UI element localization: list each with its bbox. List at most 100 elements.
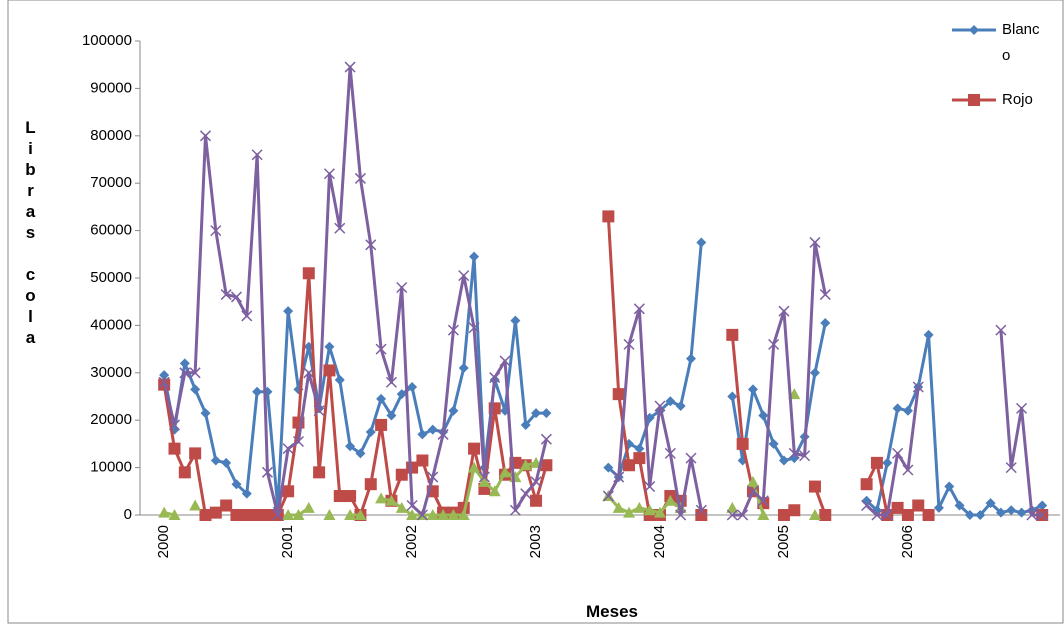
point-marker [727,391,738,402]
point-marker [179,367,191,379]
point-marker [457,501,470,514]
y-tick-label: 80000 [90,127,132,144]
point-marker [923,329,934,340]
point-marker [964,510,975,520]
point-marker [282,485,295,498]
point-marker [457,509,470,520]
point-marker [747,384,758,395]
point-marker [230,509,243,521]
point-marker [241,310,253,322]
point-marker [489,372,501,384]
point-marker [365,427,376,438]
point-marker [726,328,739,341]
point-marker [819,289,831,301]
point-marker [530,494,543,507]
point-marker [912,381,924,393]
y-tick-label: 50000 [90,269,132,286]
point-marker [809,236,821,248]
point-marker [220,289,232,301]
legend-marker [969,25,979,35]
point-marker [458,363,469,374]
y-tick-label: 30000 [90,364,132,381]
point-marker [272,509,284,521]
point-marker [323,509,336,520]
point-marker [190,384,201,395]
point-marker [447,324,459,336]
point-marker [354,172,366,184]
x-tick-label: 2005 [775,525,792,558]
point-marker [478,475,491,487]
point-marker [437,509,450,520]
point-marker [199,130,212,142]
point-marker [696,237,707,248]
point-marker [344,509,357,520]
point-marker [302,501,315,513]
point-marker [860,478,873,491]
point-marker [519,459,532,471]
point-marker [944,481,955,492]
point-marker [230,291,243,303]
point-marker [1037,500,1048,511]
point-marker [313,466,326,479]
point-marker [654,506,667,518]
point-marker [902,464,914,476]
point-marker [1006,505,1017,516]
point-marker [386,410,397,421]
point-marker [427,471,439,483]
point-marker [406,499,418,512]
point-marker [416,454,429,467]
point-marker [892,447,904,459]
point-marker [819,509,832,521]
point-marker [757,509,770,520]
point-marker [623,506,636,518]
point-marker [376,393,387,404]
point-marker [417,429,428,440]
point-marker [179,358,190,369]
point-marker [251,149,263,161]
point-marker [901,509,914,521]
point-marker [437,428,449,440]
x-tick-label: 2002 [403,525,420,558]
point-marker [240,509,253,521]
point-marker [416,509,428,521]
point-marker [985,498,996,509]
point-marker [612,388,625,401]
point-marker [778,305,790,317]
point-marker [788,447,800,459]
point-marker [1005,462,1017,474]
legend-marker [968,94,980,106]
point-marker [345,441,356,452]
point-marker [478,471,490,483]
point-marker [623,459,636,472]
point-marker [695,509,708,521]
point-marker [168,442,181,455]
point-marker [334,222,346,234]
point-marker [406,461,419,474]
point-marker [323,168,335,180]
point-marker [612,501,625,513]
point-marker [200,408,211,419]
point-marker [313,405,325,417]
point-marker [933,502,944,513]
point-marker [634,443,645,454]
point-marker [788,504,801,517]
point-marker [469,251,480,262]
point-marker [355,448,366,459]
point-marker [541,408,552,419]
point-marker [882,457,893,468]
point-marker [189,447,202,460]
point-marker [809,367,820,378]
point-marker [520,488,532,500]
point-marker [396,389,407,400]
point-marker [747,485,759,497]
point-marker [210,225,222,237]
point-marker [1016,402,1028,414]
x-tick-label: 2000 [155,525,172,558]
point-marker [757,497,770,510]
point-marker [283,306,294,317]
point-marker [509,504,521,516]
point-marker [168,419,181,431]
x-tick-label: 2004 [651,525,668,558]
